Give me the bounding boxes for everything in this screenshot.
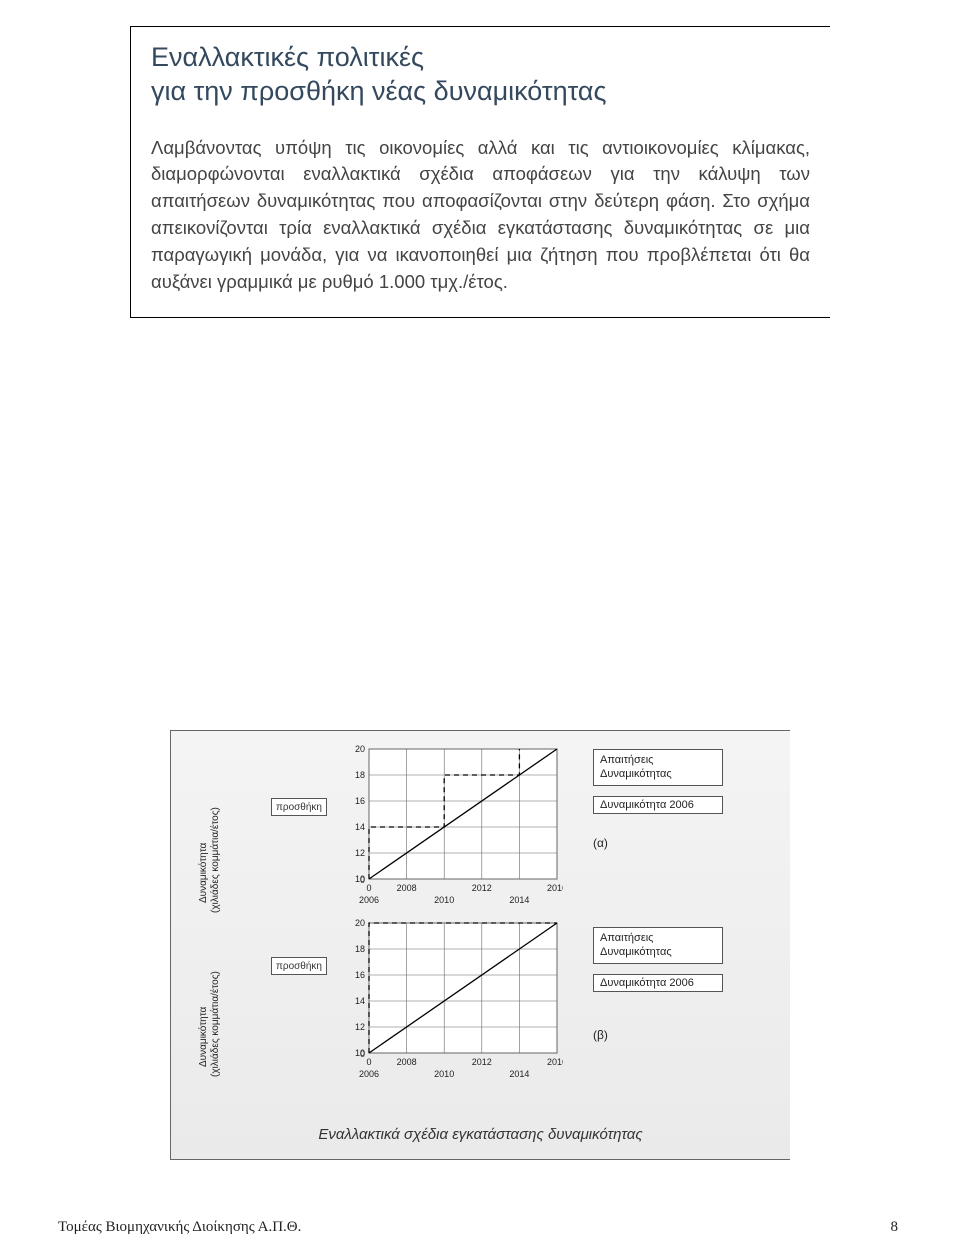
addition-label-b: προσθήκη [271,957,327,975]
svg-text:2012: 2012 [472,1057,492,1067]
svg-text:2010: 2010 [434,1069,454,1079]
title-line2: για την προσθήκη νέας δυναμικότητας [151,76,607,106]
panel-label-b: (β) [593,1028,723,1042]
slide-title: Εναλλακτικές πολιτικές για την προσθήκη … [151,41,810,109]
chart-panel: Δυναμικότητα (χιλιάδες κομμάτια/έτος) πρ… [170,730,790,1160]
legend-requirements-a: Απαιτήσεις Δυναμικότητας [593,749,723,786]
title-line1: Εναλλακτικές πολιτικές [151,42,424,72]
svg-text:2006: 2006 [359,895,379,905]
addition-label-a: προσθήκη [271,798,327,816]
svg-text:2016: 2016 [547,1057,563,1067]
svg-text:18: 18 [355,770,365,780]
panel-label-a: (α) [593,836,723,850]
legend-req-a-l2: Δυναμικότητας [600,768,672,780]
y-axis-label-a2: (χιλιάδες κομμάτια/έτος) [210,807,221,913]
text-panel: Εναλλακτικές πολιτικές για την προσθήκη … [130,26,830,318]
legend-req-b-l2: Δυναμικότητας [600,946,672,958]
svg-text:14: 14 [355,822,365,832]
svg-text:2006: 2006 [359,1069,379,1079]
svg-text:10: 10 [355,874,365,884]
svg-text:10: 10 [355,1048,365,1058]
footer-left: Τομέας Βιομηχανικής Διοίκησης Α.Π.Θ. [58,1219,301,1236]
legend-a: Απαιτήσεις Δυναμικότητας Δυναμικότητα 20… [593,749,723,850]
svg-text:2014: 2014 [509,1069,529,1079]
chart-a: Δυναμικότητα (χιλιάδες κομμάτια/έτος) πρ… [293,743,773,915]
svg-text:2012: 2012 [472,883,492,893]
svg-text:16: 16 [355,796,365,806]
svg-text:2016: 2016 [547,883,563,893]
legend-req-b-l1: Απαιτήσεις [600,932,653,944]
chart-a-svg: 01012141618200200820122016200620102014 [343,743,563,913]
svg-text:0: 0 [366,1057,371,1067]
svg-text:12: 12 [355,1022,365,1032]
legend-capacity-a: Δυναμικότητα 2006 [593,796,723,814]
legend-b: Απαιτήσεις Δυναμικότητας Δυναμικότητα 20… [593,927,723,1042]
y-axis-label-b1: Δυναμικότητα [198,1007,209,1067]
slide-body: Λαμβάνοντας υπόψη τις οικονομίες αλλά κα… [151,135,810,296]
svg-text:16: 16 [355,970,365,980]
svg-text:18: 18 [355,944,365,954]
y-axis-label-group-b: Δυναμικότητα (χιλιάδες κομμάτια/έτος) [198,947,212,1072]
svg-text:0: 0 [366,883,371,893]
svg-text:14: 14 [355,996,365,1006]
y-axis-label-b2: (χιλιάδες κομμάτια/έτος) [210,971,221,1077]
legend-req-a-l1: Απαιτήσεις [600,754,653,766]
chart-b: Δυναμικότητα (χιλιάδες κομμάτια/έτος) πρ… [293,917,773,1117]
y-axis-label-group-a: Δυναμικότητα (χιλιάδες κομμάτια/έτος) [198,783,212,908]
svg-text:12: 12 [355,848,365,858]
svg-text:2010: 2010 [434,895,454,905]
svg-text:2008: 2008 [397,1057,417,1067]
footer-right: 8 [891,1219,899,1236]
chart-caption: Εναλλακτικά σχέδια εγκατάστασης δυναμικό… [171,1126,790,1143]
svg-text:20: 20 [355,918,365,928]
y-axis-label-a1: Δυναμικότητα [198,843,209,903]
chart-b-svg: 01012141618200200820122016200620102014 [343,917,563,1087]
svg-text:2014: 2014 [509,895,529,905]
svg-text:20: 20 [355,744,365,754]
legend-requirements-b: Απαιτήσεις Δυναμικότητας [593,927,723,964]
svg-text:2008: 2008 [397,883,417,893]
legend-capacity-b: Δυναμικότητα 2006 [593,974,723,992]
